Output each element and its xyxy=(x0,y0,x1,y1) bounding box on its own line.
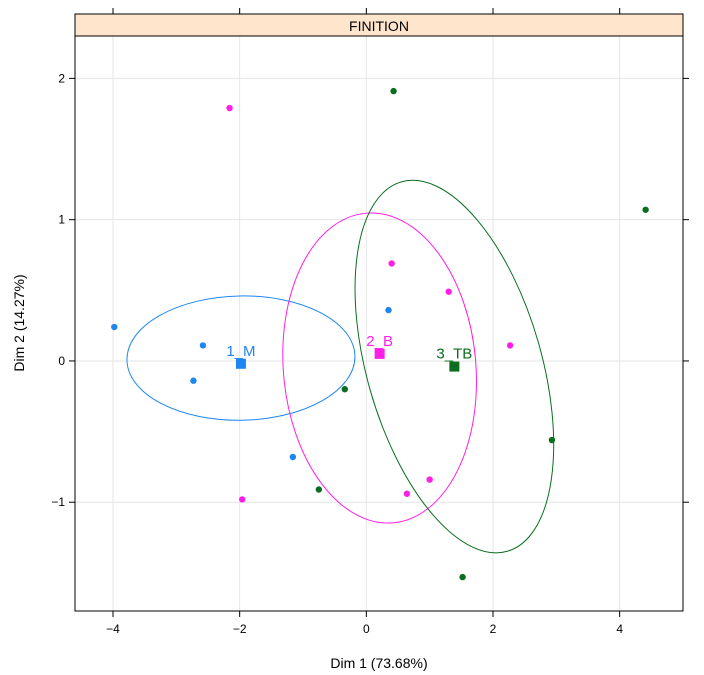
confidence-ellipse xyxy=(354,179,555,554)
group-label: 3_TB xyxy=(436,346,472,363)
data-point xyxy=(341,385,348,393)
x-tick-label: −4 xyxy=(106,622,120,636)
confidence-ellipse xyxy=(126,295,356,421)
data-point xyxy=(506,342,514,349)
x-axis-title: Dim 1 (73.68%) xyxy=(330,655,427,671)
data-point xyxy=(642,206,649,213)
y-tick-label: −1 xyxy=(51,495,65,509)
ellipses xyxy=(126,179,555,554)
data-point xyxy=(459,573,466,581)
grid-lines xyxy=(75,36,683,611)
centroid-marker xyxy=(374,348,385,359)
y-axis-title: Dim 2 (14.27%) xyxy=(11,274,27,371)
x-tick-label: 2 xyxy=(490,622,497,636)
data-point xyxy=(190,377,197,384)
x-tick-label: 4 xyxy=(616,622,623,636)
group-label: 2_B xyxy=(366,333,393,350)
data-point xyxy=(390,87,397,95)
x-tick-label: −2 xyxy=(233,622,247,636)
data-point xyxy=(315,486,323,493)
axis-ticks: −4 −2 0 2 4 −1 0 1 2 xyxy=(51,8,689,636)
data-point xyxy=(199,342,207,349)
y-tick-label: 0 xyxy=(58,354,65,368)
data-point xyxy=(403,490,411,497)
data-point xyxy=(445,288,452,295)
data-point xyxy=(111,323,118,331)
centroid-marker xyxy=(449,361,460,372)
centroid-marker xyxy=(235,358,246,369)
data-point xyxy=(385,306,392,314)
y-tick-label: 1 xyxy=(58,213,65,227)
data-point xyxy=(226,104,233,112)
data-point xyxy=(426,476,433,483)
strip-title: FINITION xyxy=(349,18,409,34)
points xyxy=(111,87,649,581)
y-tick-label: 2 xyxy=(58,71,65,85)
centroids: 1_M 2_B 3_TB xyxy=(226,333,472,372)
confidence-ellipse xyxy=(282,212,477,524)
plot-frame xyxy=(74,35,684,612)
group-label: 1_M xyxy=(226,343,255,360)
x-tick-label: 0 xyxy=(363,622,370,636)
data-point xyxy=(388,260,395,267)
data-point xyxy=(239,496,246,503)
data-point xyxy=(289,453,297,461)
data-point xyxy=(548,436,556,444)
